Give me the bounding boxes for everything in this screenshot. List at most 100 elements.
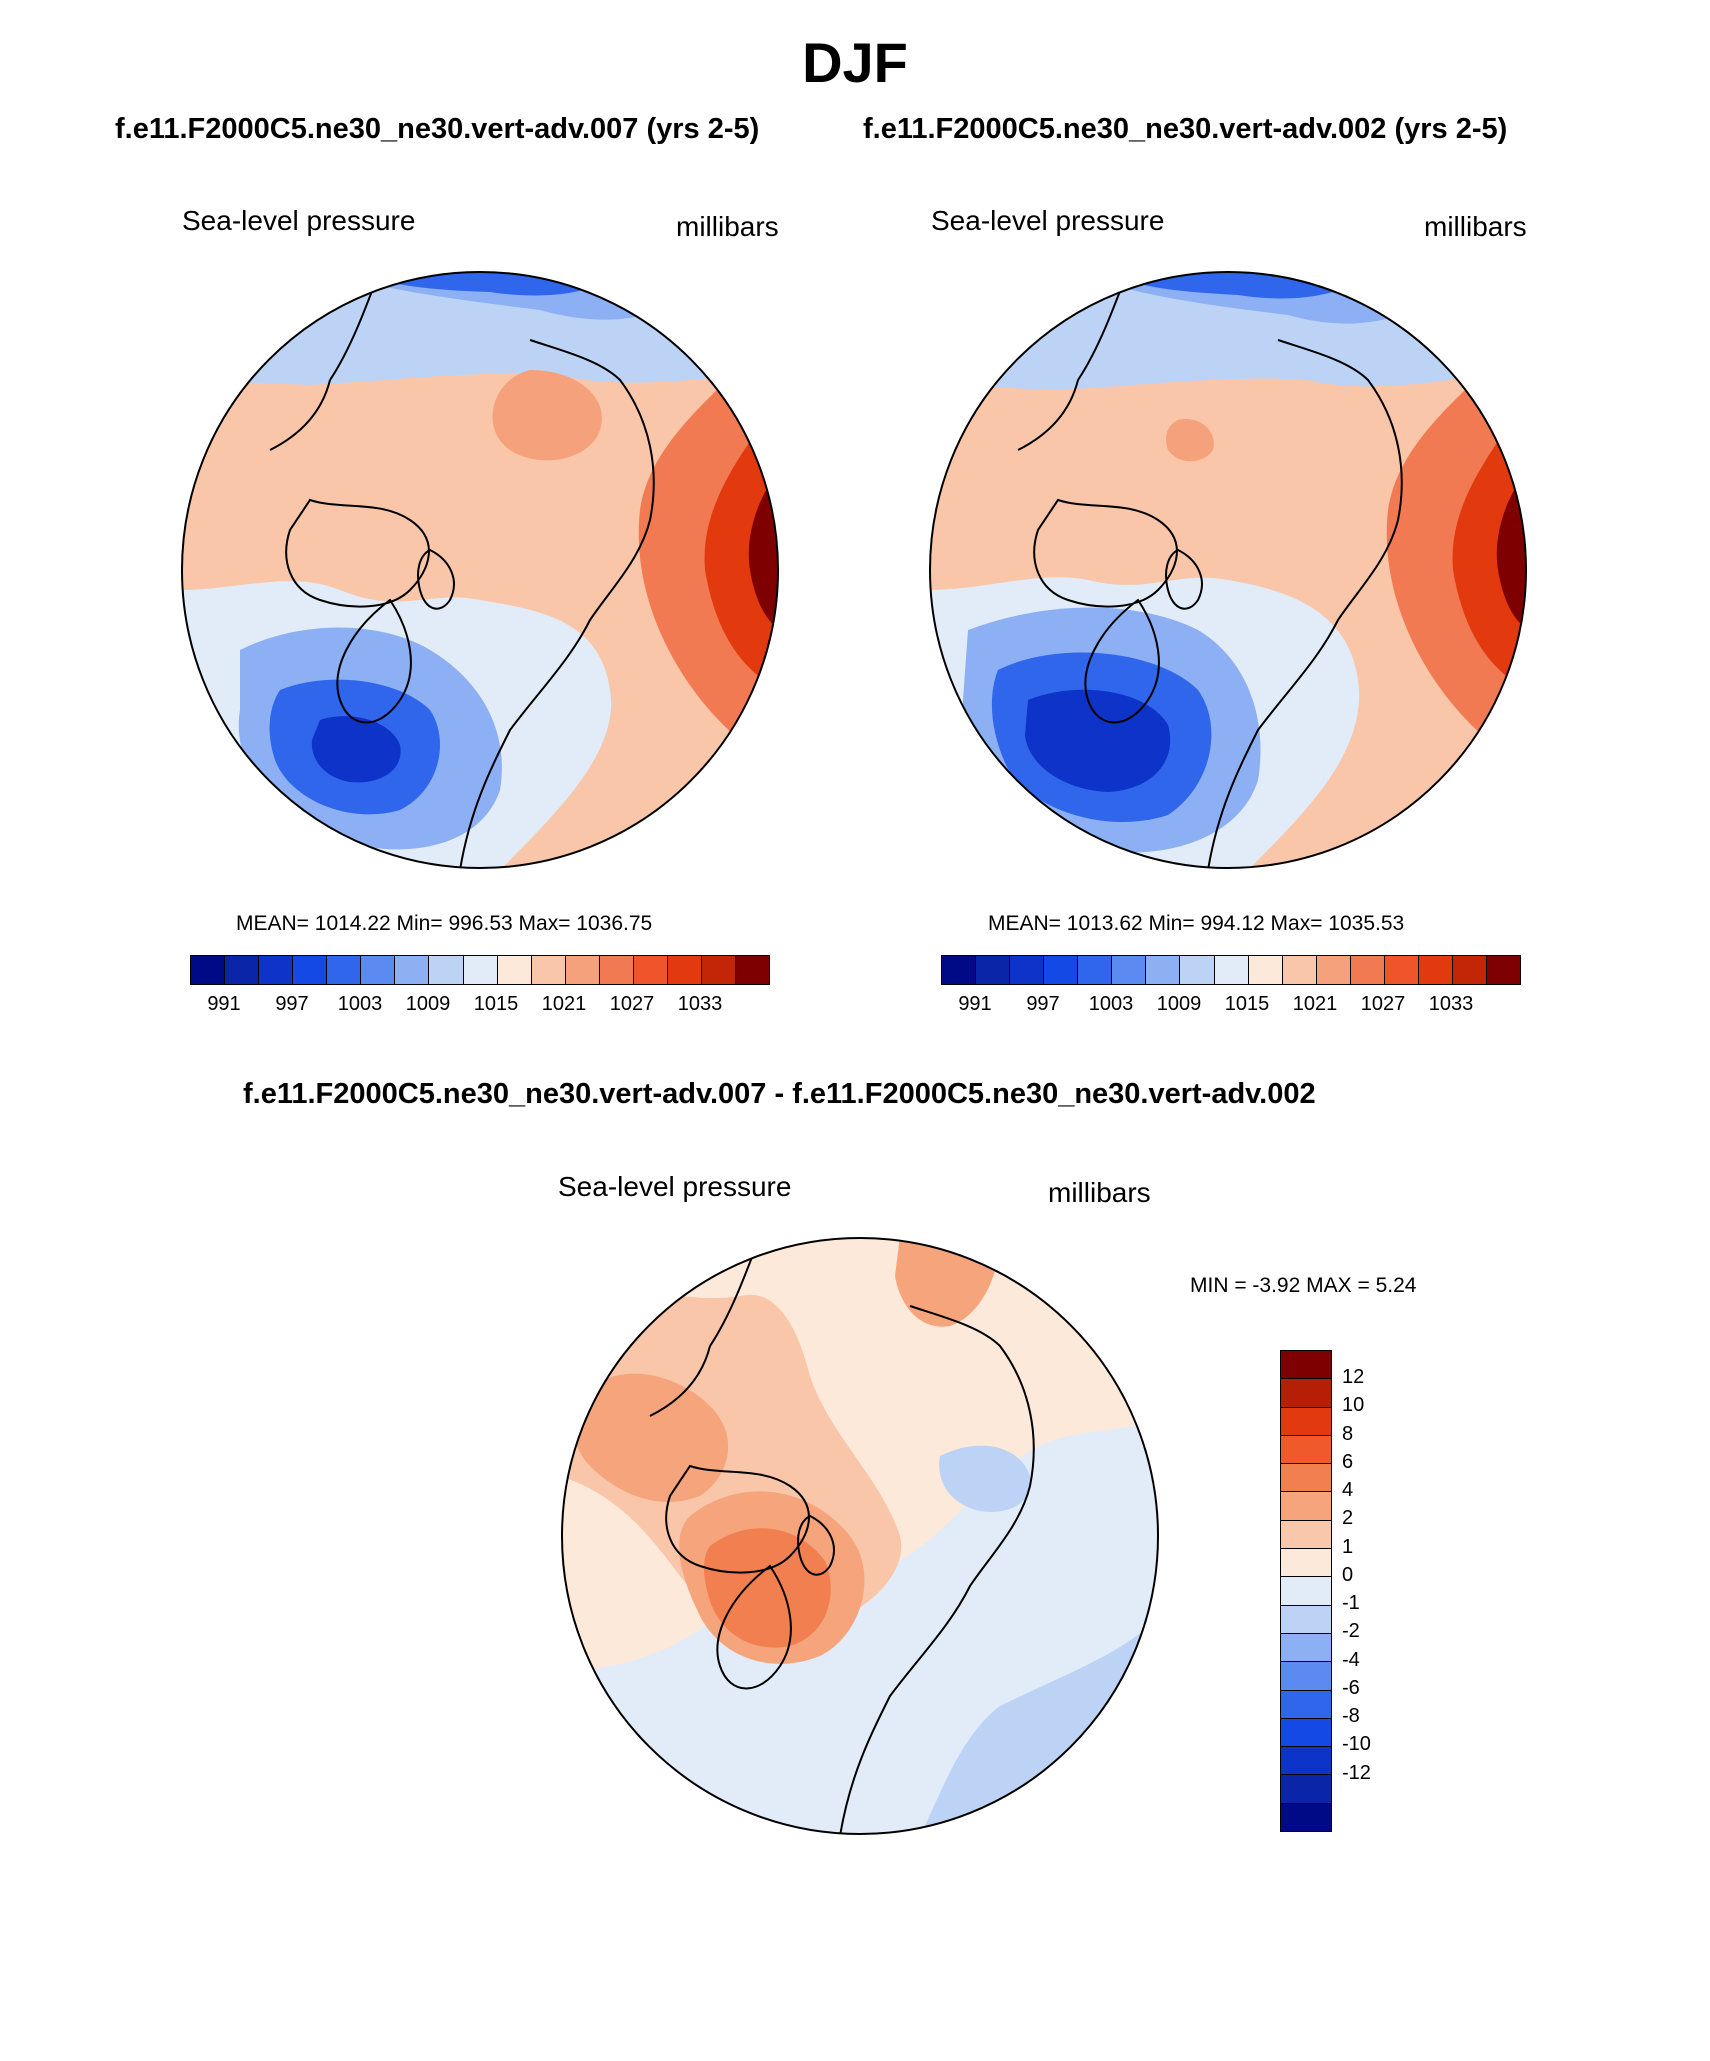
diff-colorbar-box xyxy=(1281,1803,1331,1832)
case-b-colorbar-ticks: 991 997 1003 1009 1015 1021 1027 1033 xyxy=(941,993,1519,1021)
case-b-variable-label: Sea-level pressure xyxy=(931,205,1165,236)
case-b-colorbar-box xyxy=(1044,956,1079,984)
case-a-colorbar-box xyxy=(429,956,464,984)
diff-colorbar-box xyxy=(1281,1435,1331,1465)
case-a-colorbar-tick-label: 991 xyxy=(207,993,241,1015)
diff-colorbar-tick-label: -2 xyxy=(1342,1620,1360,1643)
case-b-colorbar-box xyxy=(1487,956,1521,984)
case-b-subtitle: f.e11.F2000C5.ne30_ne30.vert-adv.002 (yr… xyxy=(863,113,1508,145)
diff-stats: MIN = -3.92 MAX = 5.24 xyxy=(1190,1274,1417,1297)
case-b-colorbar-tick-label: 997 xyxy=(1026,993,1060,1015)
diff-variable-label: Sea-level pressure xyxy=(558,1171,792,1202)
case-a-colorbar-box xyxy=(565,956,600,984)
diff-colorbar-ticks: 12 10 8 6 4 2 1 0 -1 -2 -4 -6 -8 -10 -12 xyxy=(1342,1350,1422,1830)
diff-colorbar-box xyxy=(1281,1351,1331,1380)
diff-colorbar-box xyxy=(1281,1520,1331,1550)
case-a-colorbar-box xyxy=(463,956,498,984)
diff-map-border xyxy=(561,1237,1159,1835)
diff-colorbar-tick-label: -8 xyxy=(1342,1705,1360,1728)
case-a-colorbar-tick-label: 1033 xyxy=(677,993,723,1015)
case-b-units-label: millibars xyxy=(1424,211,1527,242)
case-b-colorbar-box xyxy=(1214,956,1249,984)
case-a-map-border xyxy=(181,271,779,869)
case-a-colorbar-box xyxy=(667,956,702,984)
case-a-colorbar-tick-label: 1015 xyxy=(473,993,519,1015)
diff-colorbar-tick-label: 1 xyxy=(1342,1535,1354,1558)
case-b-map-border xyxy=(929,271,1527,869)
diff-colorbar-tick-label: 4 xyxy=(1342,1479,1354,1502)
case-b-colorbar-tick-label: 991 xyxy=(958,993,992,1015)
case-b-coastlines xyxy=(1017,272,1403,868)
diff-positive-greenland xyxy=(704,1528,831,1648)
diff-colorbar-tick-label: 10 xyxy=(1342,1394,1365,1417)
case-b-colorbar-tick-label: 1021 xyxy=(1292,993,1338,1015)
diff-colorbar-box xyxy=(1281,1492,1331,1521)
case-b-colorbar xyxy=(941,955,1521,985)
case-b-colorbar-box xyxy=(1010,956,1045,984)
case-a-map xyxy=(181,271,779,869)
diff-negative-pole xyxy=(939,1445,1031,1512)
diff-colorbar-box xyxy=(1281,1633,1331,1663)
case-b-colorbar-box xyxy=(1112,956,1147,984)
case-a-colorbar-tick-label: 1027 xyxy=(609,993,655,1015)
case-a-colorbar-box xyxy=(293,956,328,984)
case-a-colorbar-tick-label: 997 xyxy=(275,993,309,1015)
figure-title: DJF xyxy=(802,31,908,94)
case-b-colorbar-box xyxy=(1282,956,1317,984)
diff-colorbar-tick-label: 2 xyxy=(1342,1507,1354,1530)
diff-colorbar-tick-label: -12 xyxy=(1342,1761,1371,1784)
case-b-colorbar-box xyxy=(1316,956,1351,984)
diff-colorbar-box xyxy=(1281,1775,1331,1804)
case-a-colorbar-tick-label: 1009 xyxy=(405,993,451,1015)
diff-colorbar-box xyxy=(1281,1464,1331,1493)
case-a-colorbar-tick-label: 1003 xyxy=(337,993,383,1015)
diff-map xyxy=(561,1237,1159,1835)
diff-colorbar-tick-label: 6 xyxy=(1342,1450,1354,1473)
case-b-colorbar-box xyxy=(942,956,977,984)
case-a-colorbar-box xyxy=(701,956,736,984)
case-b-colorbar-box xyxy=(1078,956,1113,984)
diff-units-label: millibars xyxy=(1048,1177,1151,1208)
case-a-colorbar-box xyxy=(497,956,532,984)
diff-colorbar-tick-label: -1 xyxy=(1342,1592,1360,1615)
case-a-colorbar xyxy=(190,955,770,985)
case-b-colorbar-tick-label: 1027 xyxy=(1360,993,1406,1015)
diff-positive-west xyxy=(573,1373,729,1502)
case-b-colorbar-box xyxy=(1384,956,1419,984)
case-a-variable-label: Sea-level pressure xyxy=(182,205,416,236)
diff-colorbar-box xyxy=(1281,1747,1331,1776)
case-b-colorbar-tick-label: 1009 xyxy=(1156,993,1202,1015)
case-a-colorbar-ticks: 991 997 1003 1009 1015 1021 1027 1033 xyxy=(190,993,768,1021)
diff-colorbar-tick-label: -4 xyxy=(1342,1648,1360,1671)
diff-colorbar-tick-label: 12 xyxy=(1342,1366,1365,1389)
diff-colorbar-tick-label: -6 xyxy=(1342,1676,1360,1699)
case-a-stats: MEAN= 1014.22 Min= 996.53 Max= 1036.75 xyxy=(236,912,653,935)
diff-colorbar-box xyxy=(1281,1577,1331,1606)
case-a-low-atlantic-core xyxy=(311,716,401,783)
case-b-high-pole xyxy=(1166,419,1214,462)
diff-colorbar-box xyxy=(1281,1549,1331,1578)
case-b-colorbar-tick-label: 1033 xyxy=(1428,993,1474,1015)
case-a-colorbar-box xyxy=(327,956,362,984)
diff-colorbar-box xyxy=(1281,1407,1331,1436)
case-b-colorbar-box xyxy=(976,956,1011,984)
case-b-colorbar-box xyxy=(1180,956,1215,984)
case-b-colorbar-box xyxy=(1248,956,1283,984)
case-b-colorbar-box xyxy=(1452,956,1487,984)
diff-colorbar-box xyxy=(1281,1379,1331,1408)
case-a-colorbar-box xyxy=(191,956,226,984)
case-a-high-pole xyxy=(492,370,602,461)
case-a-colorbar-box xyxy=(633,956,668,984)
case-a-colorbar-box xyxy=(361,956,396,984)
diff-colorbar-box xyxy=(1281,1718,1331,1748)
case-a-colorbar-box xyxy=(599,956,634,984)
case-a-colorbar-box xyxy=(395,956,430,984)
case-a-colorbar-box xyxy=(225,956,260,984)
case-b-colorbar-box xyxy=(1418,956,1453,984)
case-b-colorbar-tick-label: 1003 xyxy=(1088,993,1134,1015)
case-b-colorbar-box xyxy=(1146,956,1181,984)
diff-colorbar-tick-label: 8 xyxy=(1342,1422,1354,1445)
case-b-colorbar-box xyxy=(1350,956,1385,984)
diff-colorbar xyxy=(1280,1350,1332,1832)
diff-colorbar-box xyxy=(1281,1605,1331,1634)
